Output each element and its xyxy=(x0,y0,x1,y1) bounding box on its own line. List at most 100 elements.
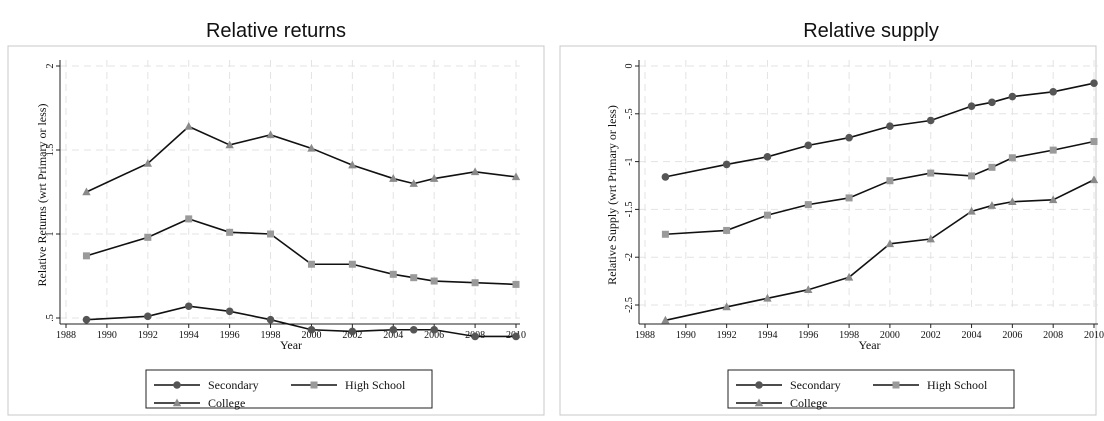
series-college xyxy=(661,175,1099,324)
series-secondary xyxy=(82,302,520,341)
data-point xyxy=(226,228,234,236)
data-point xyxy=(661,315,670,324)
legend-marker xyxy=(172,398,182,407)
x-tick-label: 1992 xyxy=(138,330,158,341)
y-tick-label: 1.5 xyxy=(45,144,56,157)
data-point xyxy=(184,302,193,311)
legend-item: Secondary xyxy=(154,378,259,392)
x-tick-label: 1990 xyxy=(97,330,117,341)
data-point xyxy=(926,116,935,125)
data-point xyxy=(512,280,520,288)
series-secondary xyxy=(661,79,1098,181)
legend-label: Secondary xyxy=(790,378,841,392)
legend: Secondary High School College xyxy=(727,369,1015,410)
x-tick-label: 1994 xyxy=(179,330,199,341)
data-point xyxy=(348,160,357,169)
legend-box xyxy=(145,369,433,409)
data-point xyxy=(511,172,521,181)
y-tick-label: 2 xyxy=(45,64,56,69)
data-point xyxy=(968,172,976,180)
x-tick-label: 1988 xyxy=(635,330,655,341)
data-point xyxy=(967,102,976,110)
data-point xyxy=(763,211,771,219)
x-tick-label: 2008 xyxy=(1043,330,1063,341)
data-point xyxy=(348,327,357,336)
data-point xyxy=(471,332,479,341)
data-point xyxy=(307,260,315,268)
data-point xyxy=(307,143,316,152)
x-tick-label: 1990 xyxy=(676,330,696,341)
x-tick-label: 2000 xyxy=(301,330,321,341)
data-point xyxy=(1008,154,1016,162)
x-tick-label: 2002 xyxy=(342,330,362,341)
x-tick-label: 2004 xyxy=(383,330,403,341)
data-point xyxy=(410,274,418,282)
legend-box xyxy=(727,369,1015,409)
data-point xyxy=(1090,138,1098,146)
chart-svg: Relative returns 1988 1990 1992 1994 1996 1998… xyxy=(7,20,545,416)
data-point xyxy=(512,332,520,341)
y-axis-title: Relative Supply (wrt Primary or less) xyxy=(605,105,619,285)
data-point xyxy=(409,325,418,334)
data-point xyxy=(845,133,853,142)
data-point xyxy=(144,312,152,321)
series-line xyxy=(665,82,1095,178)
x-tick-label: 2006 xyxy=(424,330,444,341)
data-point xyxy=(886,122,894,131)
data-point xyxy=(844,272,854,281)
x-axis-title: Year xyxy=(280,338,302,352)
data-point xyxy=(409,179,418,187)
x-tick-label: 2000 xyxy=(880,330,900,341)
legend-label: College xyxy=(790,396,827,410)
data-point xyxy=(845,194,853,202)
y-tick-label: 0 xyxy=(624,64,635,69)
legend-label: College xyxy=(208,396,245,410)
legend-item: High School xyxy=(873,378,988,392)
chart-relative-returns: Relative returns 1988 1990 1992 1994 1996 1998… xyxy=(7,20,545,416)
data-point xyxy=(307,325,316,334)
y-tick-label: 1 xyxy=(45,232,56,237)
data-point xyxy=(1090,79,1098,88)
x-tick-label: 1996 xyxy=(798,330,818,341)
series-line xyxy=(86,125,517,193)
data-point xyxy=(430,325,438,334)
x-tick-label: 2002 xyxy=(921,330,941,341)
data-point xyxy=(988,163,996,171)
y-tick-label: -1.5 xyxy=(624,201,635,217)
y-tick-label: .5 xyxy=(45,314,56,322)
data-point xyxy=(471,279,479,287)
legend-label: High School xyxy=(345,378,406,392)
x-tick-label: 2006 xyxy=(1002,330,1022,341)
chart-frame xyxy=(559,45,1097,416)
data-point xyxy=(144,233,152,241)
series-high-school xyxy=(661,138,1098,238)
data-point xyxy=(987,201,997,209)
chart-title: Relative returns xyxy=(206,20,346,42)
chart-svg: Relative supply 1988 1990 1992 1994 1996 1998 2… xyxy=(559,20,1104,416)
legend-marker xyxy=(310,381,318,389)
data-point xyxy=(804,201,812,209)
series-high-school xyxy=(82,215,520,288)
data-point xyxy=(723,226,731,234)
series-line xyxy=(665,140,1095,236)
data-point xyxy=(661,173,670,181)
legend-item: Secondary xyxy=(736,378,841,392)
legend-label: Secondary xyxy=(208,378,259,392)
data-point xyxy=(926,234,935,243)
data-point xyxy=(389,270,397,278)
series-line xyxy=(86,305,516,338)
data-point xyxy=(348,260,356,268)
y-tick-label: -2.5 xyxy=(624,297,635,313)
data-point xyxy=(661,230,669,238)
grid xyxy=(639,60,1098,309)
legend-marker xyxy=(754,398,764,407)
data-point xyxy=(82,252,90,260)
data-point xyxy=(470,167,480,176)
chart-title: Relative supply xyxy=(803,20,939,42)
x-tick-label: 2004 xyxy=(962,330,982,341)
data-point xyxy=(1049,146,1057,154)
data-point xyxy=(82,315,91,324)
data-point xyxy=(266,130,275,139)
grid xyxy=(60,60,520,322)
series-college xyxy=(82,121,521,196)
